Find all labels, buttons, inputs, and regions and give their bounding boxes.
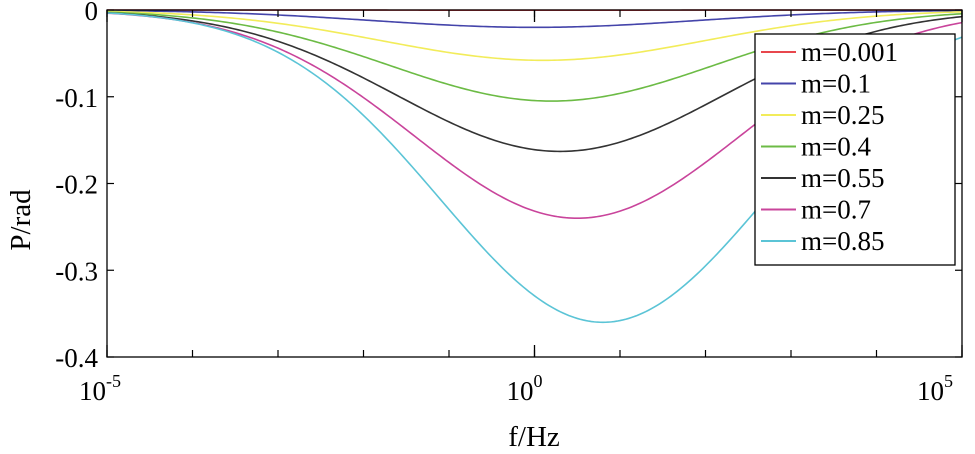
legend-label: m=0.25 — [801, 100, 884, 130]
legend-label: m=0.001 — [801, 37, 898, 67]
legend-entry: m=0.001 — [761, 37, 898, 67]
x-tick-exponent: 0 — [534, 371, 543, 391]
y-tick-label: 0 — [85, 0, 99, 26]
series-curves — [106, 9, 963, 324]
y-axis-label: P/rad — [5, 189, 37, 251]
legend-label: m=0.85 — [801, 226, 884, 256]
y-tick-label: -0.2 — [55, 170, 98, 200]
y-tick-label: -0.4 — [55, 343, 98, 373]
legend-label: m=0.55 — [801, 163, 884, 193]
legend-label: m=0.7 — [801, 195, 871, 225]
x-tick-base: 10 — [79, 376, 106, 406]
legend-entry: m=0.55 — [761, 163, 884, 193]
y-axis-ticks: 0 -0.1 -0.2 -0.3 -0.4 — [55, 0, 962, 373]
legend-entry: m=0.1 — [761, 69, 871, 99]
x-tick-exponent: 5 — [944, 371, 953, 391]
legend-box — [754, 33, 956, 266]
y-tick-label: -0.1 — [55, 83, 98, 113]
legend-entry: m=0.4 — [761, 132, 871, 162]
legend-label: m=0.1 — [801, 69, 871, 99]
x-tick-exponent: -5 — [106, 371, 121, 391]
x-axis-label: f/Hz — [508, 421, 560, 453]
series-line-1 — [106, 9, 963, 29]
x-axis-ticks: 10 -5 10 0 10 5 — [79, 10, 963, 406]
x-tick-label: 10 0 — [507, 371, 543, 406]
legend-entry: m=0.7 — [761, 195, 871, 225]
legend-label: m=0.4 — [801, 132, 871, 162]
x-tick-base: 10 — [507, 376, 534, 406]
x-tick-label: 10 5 — [917, 371, 953, 406]
y-tick-label: -0.3 — [55, 256, 98, 286]
legend-entry: m=0.25 — [761, 100, 884, 130]
legend-entry: m=0.85 — [761, 226, 884, 256]
x-tick-label: 10 -5 — [79, 371, 121, 406]
series-line-2 — [106, 10, 963, 62]
x-tick-base: 10 — [917, 376, 944, 406]
